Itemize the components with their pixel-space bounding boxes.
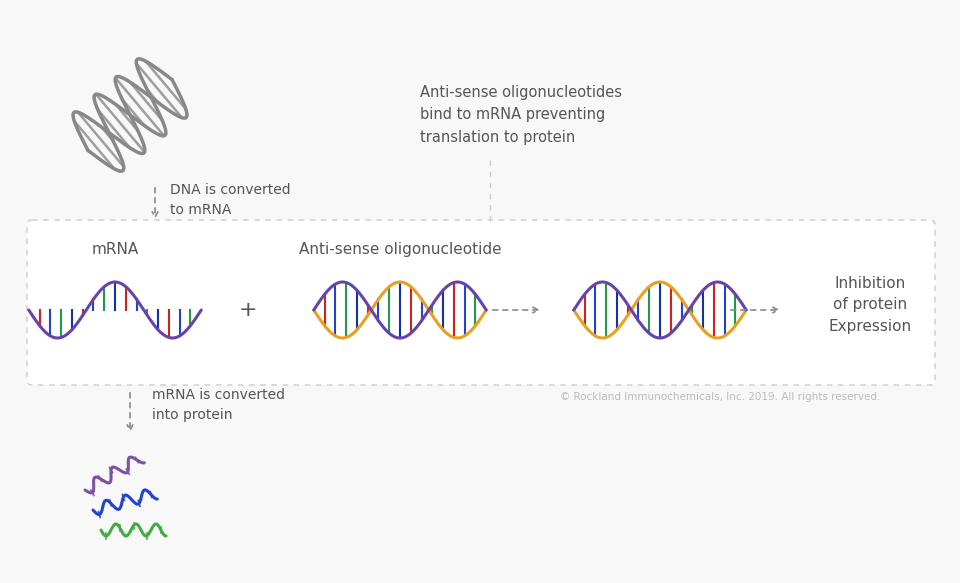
Text: mRNA is converted
into protein: mRNA is converted into protein [152,388,285,422]
Text: mRNA: mRNA [91,242,138,257]
Text: Inhibition
of protein
Expression: Inhibition of protein Expression [828,276,912,333]
FancyBboxPatch shape [27,220,935,385]
Text: Anti-sense oligonucleotide: Anti-sense oligonucleotide [299,242,501,257]
Text: © Rockland Immunochemicals, Inc. 2019. All rights reserved.: © Rockland Immunochemicals, Inc. 2019. A… [560,392,880,402]
Text: Anti-sense oligonucleotides
bind to mRNA preventing
translation to protein: Anti-sense oligonucleotides bind to mRNA… [420,85,622,145]
Text: +: + [239,300,257,320]
Text: DNA is converted
to mRNA: DNA is converted to mRNA [170,183,291,217]
